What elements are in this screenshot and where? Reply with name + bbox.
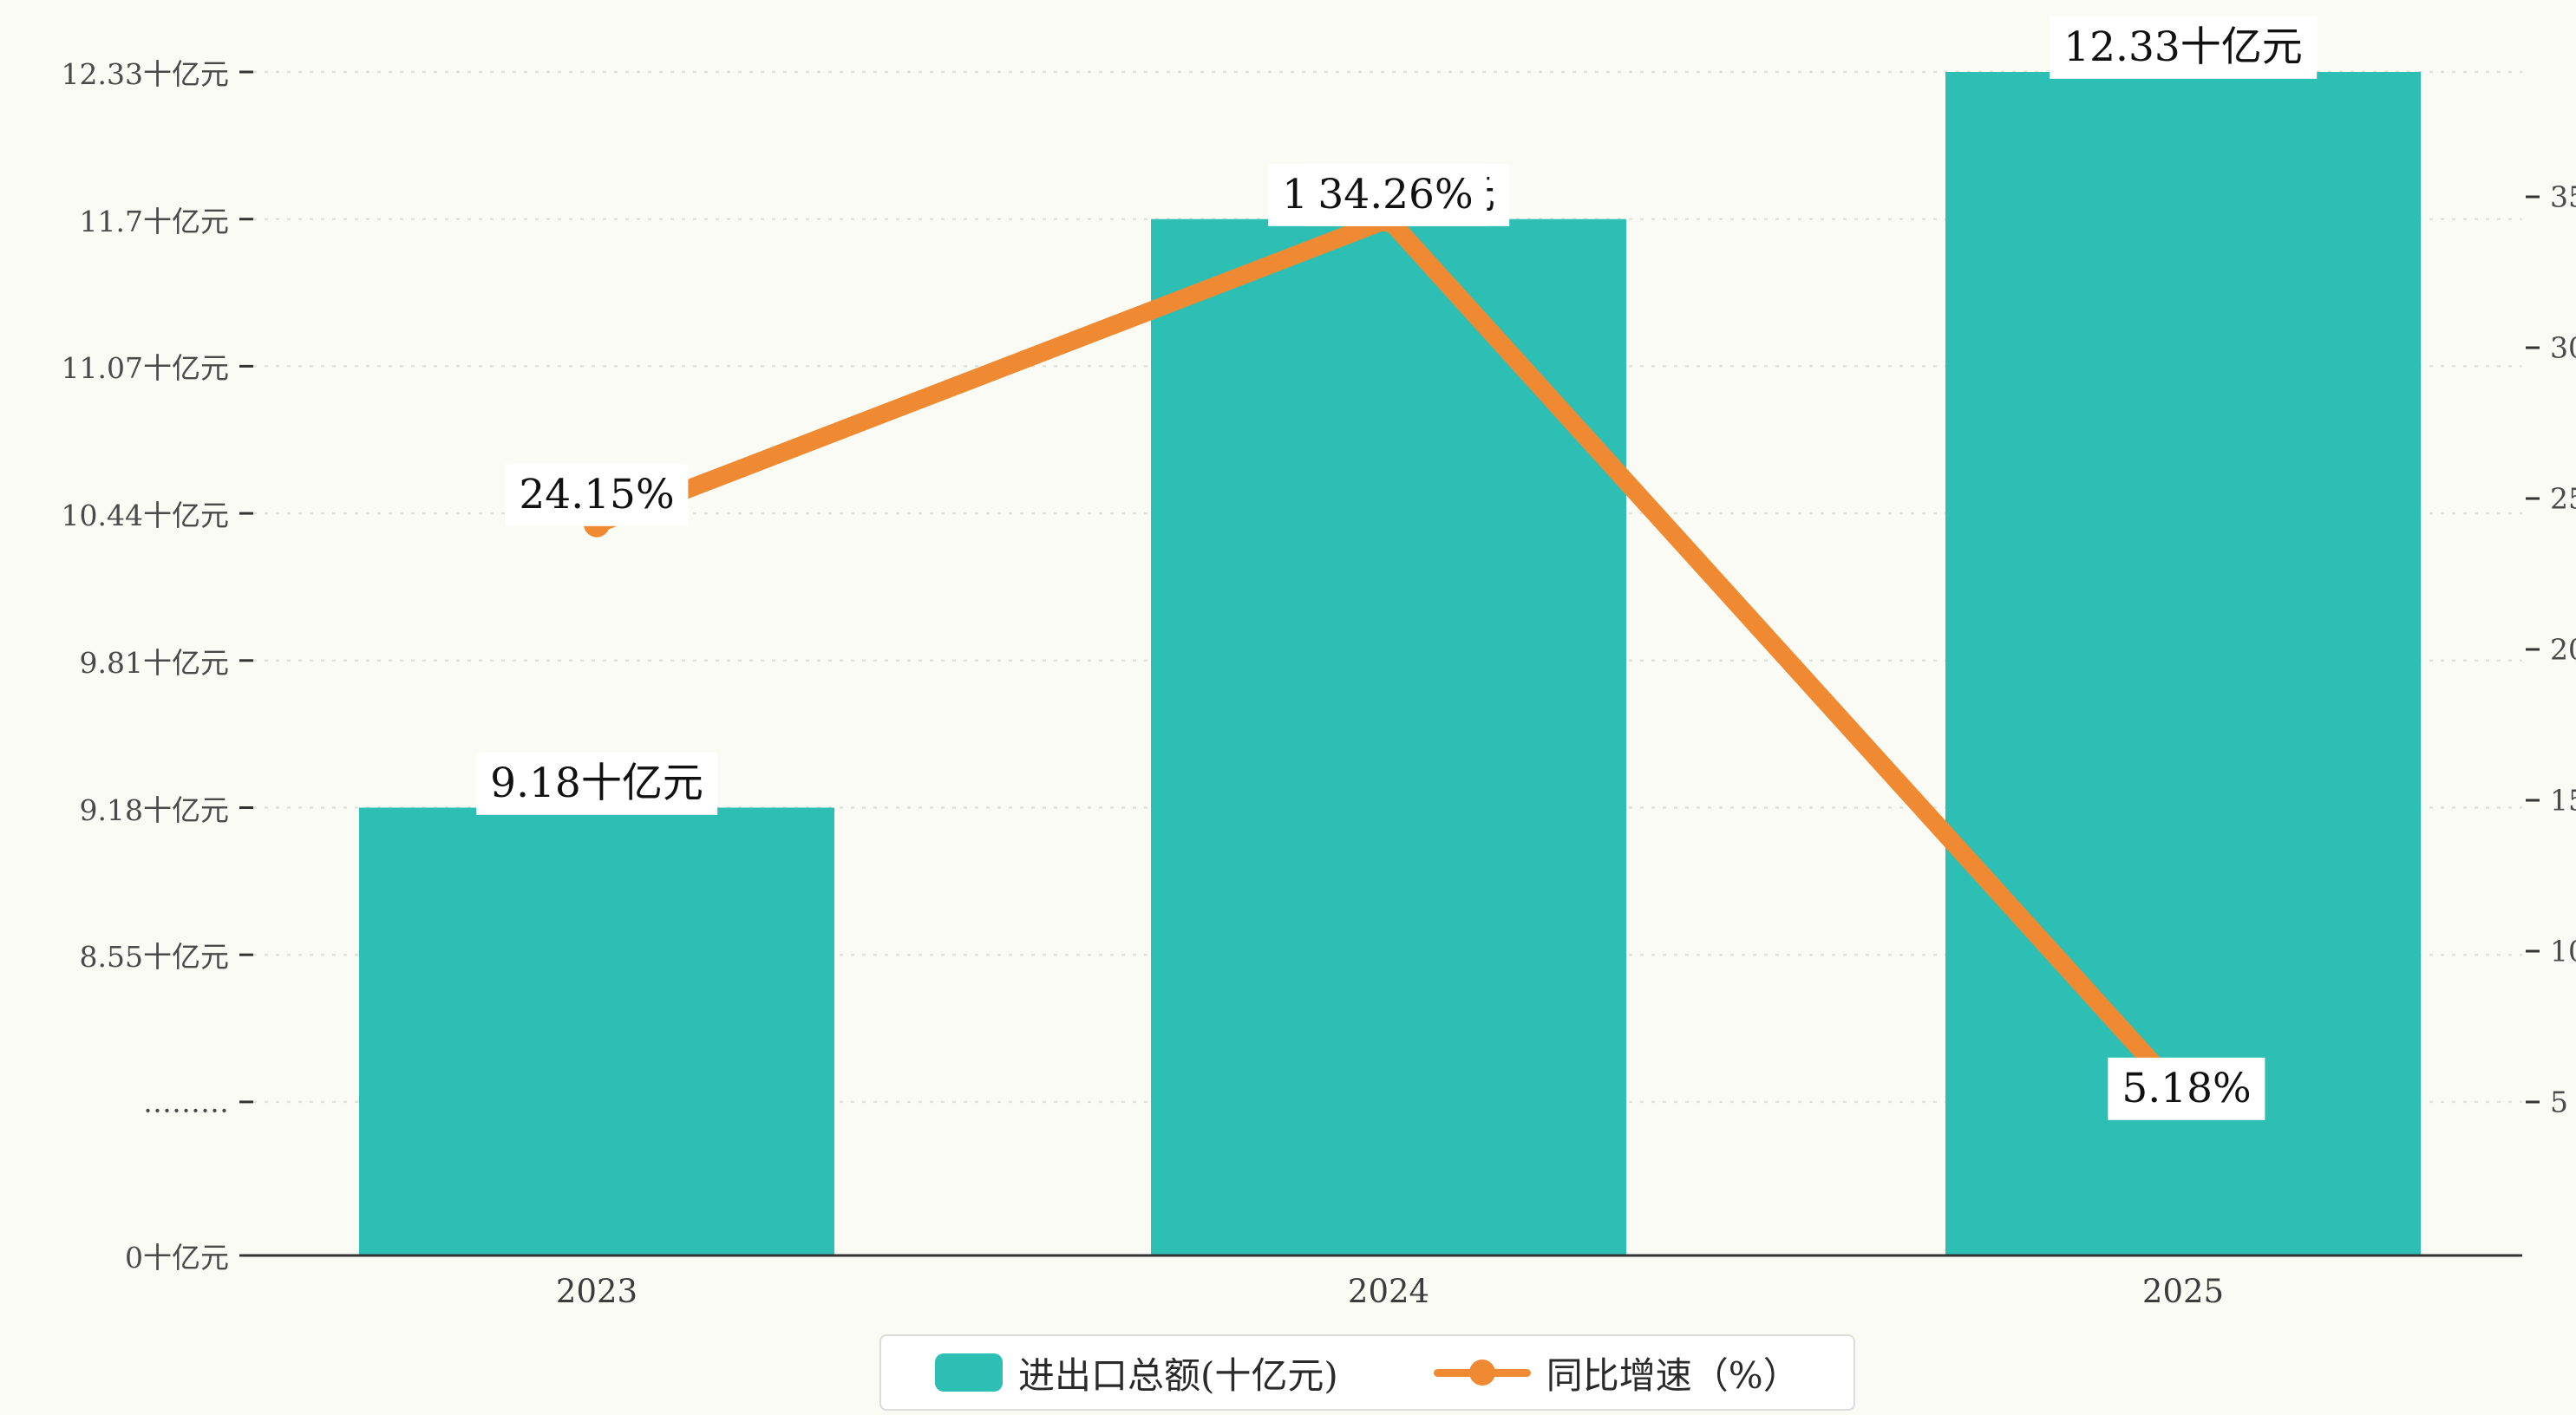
line-marker-icon: [1433, 1353, 1531, 1392]
legend: 进出口总额(十亿元) 同比增速（%）: [879, 1334, 1855, 1411]
left-axis-tick: [239, 1254, 253, 1257]
left-axis-tick: [239, 218, 253, 221]
bar-2025[interactable]: [1945, 72, 2421, 1255]
right-axis-tick: [2526, 195, 2540, 199]
line-point-2025[interactable]: [2170, 1083, 2196, 1110]
left-axis-tick: [239, 512, 253, 515]
bar-swatch-icon: [935, 1353, 1003, 1392]
bar-2023[interactable]: [359, 807, 834, 1256]
right-axis-tick: [2526, 1100, 2540, 1104]
legend-item-total-trade[interactable]: 进出口总额(十亿元): [935, 1347, 1338, 1399]
legend-label: 同比增速（%）: [1546, 1353, 1800, 1397]
legend-item-growth-rate[interactable]: 同比增速（%）: [1433, 1347, 1800, 1399]
bar-2024[interactable]: [1151, 218, 1626, 1256]
left-axis-tick: [239, 1100, 253, 1104]
line-point-2024[interactable]: [1376, 205, 1402, 232]
left-axis-tick: [239, 364, 253, 368]
left-axis-tick: [239, 70, 253, 74]
legend-label: 进出口总额(十亿元): [1018, 1353, 1338, 1397]
right-axis-tick: [2526, 497, 2540, 500]
right-axis-tick: [2526, 799, 2540, 802]
line-point-2023[interactable]: [584, 511, 610, 538]
left-axis-tick: [239, 806, 253, 809]
left-axis-tick: [239, 659, 253, 662]
right-axis-tick: [2526, 346, 2540, 349]
right-axis-tick: [2526, 648, 2540, 651]
right-axis-tick: [2526, 949, 2540, 953]
left-axis-tick: [239, 953, 253, 956]
